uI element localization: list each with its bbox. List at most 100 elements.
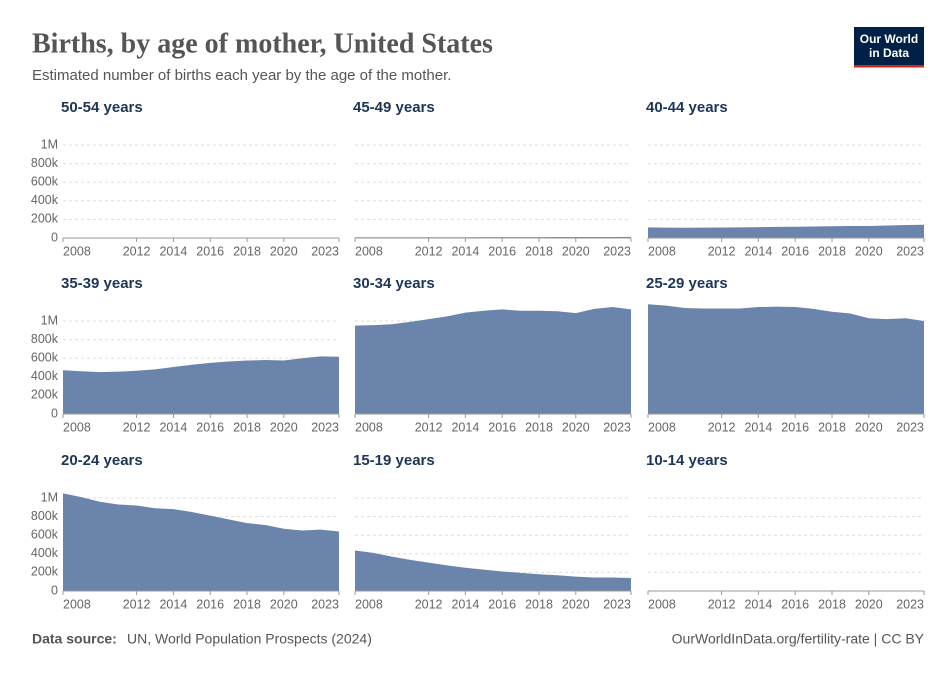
x-tick-label: 2012 xyxy=(123,597,151,611)
x-tick-label: 2023 xyxy=(603,597,631,611)
x-tick-label: 2016 xyxy=(781,244,809,258)
x-tick-label: 2008 xyxy=(648,244,676,258)
x-tick-label: 2014 xyxy=(451,597,479,611)
x-tick-label: 2016 xyxy=(196,420,224,434)
x-tick-label: 2020 xyxy=(562,244,590,258)
x-tick-label: 2018 xyxy=(525,244,553,258)
x-tick-label: 2018 xyxy=(233,244,261,258)
x-tick-label: 2012 xyxy=(415,244,443,258)
panel-title: 30-34 years xyxy=(353,275,435,292)
y-tick-label: 0 xyxy=(51,406,58,420)
x-tick-label: 2023 xyxy=(603,244,631,258)
x-tick-label: 2012 xyxy=(415,420,443,434)
x-tick-label: 2008 xyxy=(63,420,91,434)
x-tick-label: 2014 xyxy=(451,244,479,258)
x-tick-label: 2023 xyxy=(311,420,339,434)
x-tick-label: 2023 xyxy=(896,244,924,258)
x-tick-label: 2014 xyxy=(159,597,187,611)
y-tick-label: 200k xyxy=(31,212,59,226)
logo-text: in Data xyxy=(869,46,909,60)
x-tick-label: 2014 xyxy=(744,597,772,611)
panel-title: 10-14 years xyxy=(646,452,728,469)
x-tick-label: 2023 xyxy=(311,597,339,611)
area xyxy=(648,304,924,414)
x-tick-label: 2016 xyxy=(488,597,516,611)
x-tick-label: 2018 xyxy=(525,597,553,611)
x-tick-label: 2016 xyxy=(488,244,516,258)
x-tick-label: 2012 xyxy=(708,597,736,611)
x-tick-label: 2012 xyxy=(708,420,736,434)
panel-title: 20-24 years xyxy=(61,452,143,469)
area xyxy=(355,550,631,591)
x-tick-label: 2018 xyxy=(233,420,261,434)
x-tick-label: 2008 xyxy=(355,244,383,258)
x-tick-label: 2014 xyxy=(159,244,187,258)
panel-title: 35-39 years xyxy=(61,275,143,292)
x-tick-label: 2020 xyxy=(562,597,590,611)
x-tick-label: 2016 xyxy=(196,597,224,611)
y-tick-label: 800k xyxy=(31,156,59,170)
y-tick-label: 800k xyxy=(31,509,59,523)
y-tick-label: 1M xyxy=(41,313,58,327)
x-tick-label: 2020 xyxy=(855,597,883,611)
x-tick-label: 2020 xyxy=(270,420,298,434)
x-tick-label: 2008 xyxy=(355,597,383,611)
chart-subtitle: Estimated number of births each year by … xyxy=(32,67,451,84)
chart-title: Births, by age of mother, United States xyxy=(32,28,493,59)
x-tick-label: 2018 xyxy=(818,597,846,611)
source: UN, World Population Prospects (2024) xyxy=(127,631,372,647)
panel-title: 40-44 years xyxy=(646,99,728,116)
y-tick-label: 1M xyxy=(41,137,58,151)
x-tick-label: 2012 xyxy=(415,597,443,611)
x-tick-label: 2023 xyxy=(896,420,924,434)
y-tick-label: 600k xyxy=(31,527,59,541)
y-tick-label: 1M xyxy=(41,490,58,504)
area xyxy=(63,356,339,414)
x-tick-label: 2008 xyxy=(355,420,383,434)
source-label: Data source: xyxy=(32,631,117,647)
x-tick-label: 2008 xyxy=(63,244,91,258)
y-tick-label: 600k xyxy=(31,174,59,188)
logo-text: Our World xyxy=(860,32,918,46)
y-tick-label: 0 xyxy=(51,583,58,597)
y-tick-label: 0 xyxy=(51,230,58,244)
y-tick-label: 400k xyxy=(31,369,59,383)
source-url[interactable]: OurWorldInData.org/fertility-rate | CC B… xyxy=(672,631,925,647)
x-tick-label: 2014 xyxy=(159,420,187,434)
y-tick-label: 400k xyxy=(31,546,59,560)
panel-title: 45-49 years xyxy=(353,99,435,116)
x-tick-label: 2023 xyxy=(896,597,924,611)
x-tick-label: 2008 xyxy=(648,597,676,611)
area xyxy=(648,224,924,238)
x-tick-label: 2014 xyxy=(451,420,479,434)
x-tick-label: 2020 xyxy=(855,420,883,434)
x-tick-label: 2016 xyxy=(781,597,809,611)
y-tick-label: 800k xyxy=(31,332,59,346)
x-tick-label: 2020 xyxy=(855,244,883,258)
x-tick-label: 2016 xyxy=(196,244,224,258)
x-tick-label: 2018 xyxy=(818,244,846,258)
logo-box xyxy=(854,27,924,67)
x-tick-label: 2016 xyxy=(781,420,809,434)
area xyxy=(63,493,339,591)
y-tick-label: 200k xyxy=(31,388,59,402)
x-tick-label: 2020 xyxy=(270,597,298,611)
logo-underline xyxy=(854,65,924,68)
x-tick-label: 2012 xyxy=(123,420,151,434)
x-tick-label: 2012 xyxy=(123,244,151,258)
x-tick-label: 2016 xyxy=(488,420,516,434)
x-tick-label: 2008 xyxy=(648,420,676,434)
panel-title: 50-54 years xyxy=(61,99,143,116)
x-tick-label: 2008 xyxy=(63,597,91,611)
area xyxy=(355,307,631,414)
x-tick-label: 2014 xyxy=(744,420,772,434)
y-tick-label: 400k xyxy=(31,193,59,207)
x-tick-label: 2020 xyxy=(562,420,590,434)
panel-title: 15-19 years xyxy=(353,452,435,469)
x-tick-label: 2018 xyxy=(525,420,553,434)
logo[interactable]: Our World in Data xyxy=(854,27,924,68)
x-tick-label: 2018 xyxy=(818,420,846,434)
x-tick-label: 2020 xyxy=(270,244,298,258)
x-tick-label: 2023 xyxy=(603,420,631,434)
